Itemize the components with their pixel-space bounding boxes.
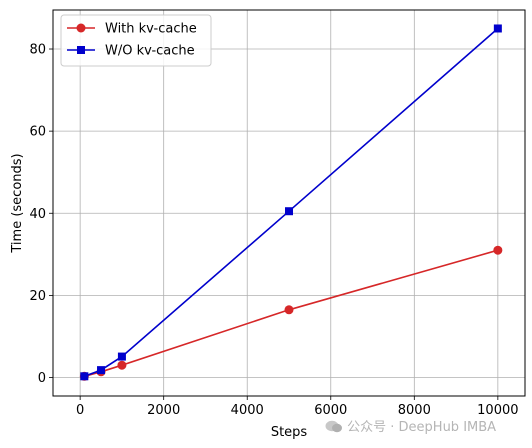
legend-label: W/O kv-cache (105, 44, 195, 59)
y-tick-label: 40 (29, 207, 46, 222)
y-tick-label: 20 (29, 289, 46, 304)
data-point-marker (493, 24, 502, 33)
x-axis-ticks: 0 2000 4000 6000 8000 10000 (76, 396, 519, 418)
data-point-marker (285, 207, 293, 216)
data-point-marker (80, 372, 89, 381)
wechat-icon (325, 420, 342, 433)
data-point-marker (493, 245, 503, 255)
y-axis-ticks: 0 20 40 60 80 (29, 43, 53, 386)
data-point-marker (117, 352, 126, 361)
x-tick-label: 2000 (147, 403, 180, 418)
series-layer (79, 24, 503, 381)
legend-label: With kv-cache (105, 22, 197, 37)
series-line-2 (84, 27, 499, 378)
x-tick-label: 0 (76, 403, 84, 418)
x-tick-label: 8000 (398, 403, 431, 418)
plot-area-frame (52, 9, 526, 397)
x-tick-label: 4000 (231, 403, 264, 418)
x-tick-label: 6000 (314, 403, 347, 418)
watermark: 公众号 · DeepHub IMBA (325, 416, 496, 435)
legend-marker (77, 46, 85, 54)
data-point-marker (284, 305, 294, 315)
legend-box (60, 14, 212, 67)
watermark-text: 公众号 · DeepHub IMBA (347, 420, 497, 435)
grid-lines (53, 10, 525, 396)
data-point-marker (117, 360, 127, 370)
data-point-marker (97, 366, 106, 375)
y-axis-label: Time (seconds) (10, 153, 25, 253)
legend: With kv-cache W/O kv-cache (60, 14, 212, 67)
y-tick-label: 60 (29, 125, 46, 140)
y-tick-label: 0 (38, 371, 46, 386)
x-tick-label: 10000 (477, 403, 518, 418)
legend-marker (76, 23, 86, 33)
x-axis-label: Steps (271, 425, 308, 440)
y-tick-label: 80 (29, 43, 46, 58)
